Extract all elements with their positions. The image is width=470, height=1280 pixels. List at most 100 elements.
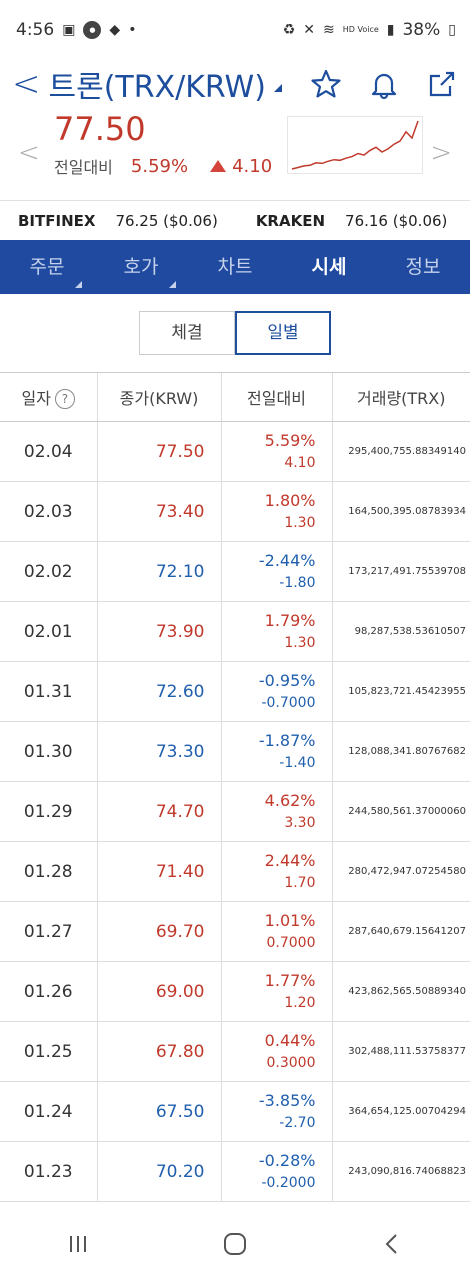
help-icon[interactable]: ?: [54, 389, 75, 409]
row-date: 01.25: [0, 1021, 97, 1082]
main-tabs: 주문 호가 차트 시세 정보: [0, 240, 470, 294]
row-change: 1.79% 1.30: [220, 601, 332, 662]
more-notifications-icon: •: [128, 22, 137, 38]
system-back-icon[interactable]: [378, 1230, 406, 1258]
tab-label: 정보: [405, 256, 441, 278]
row-change-amount: 1.70: [284, 874, 316, 891]
home-icon[interactable]: [221, 1230, 249, 1258]
row-close: 73.90: [96, 601, 221, 662]
header-volume: 거래량(TRX): [331, 372, 470, 422]
row-close: 67.50: [96, 1081, 221, 1142]
next-coin-chevron-icon[interactable]: >: [430, 138, 452, 168]
price-sparkline[interactable]: [287, 116, 423, 174]
segment-trades[interactable]: 체결: [139, 311, 235, 355]
row-volume: 164,500,395.08783934: [331, 481, 470, 542]
row-volume: 287,640,679.15641207: [331, 901, 470, 962]
segment-control: 체결 일별: [0, 294, 470, 372]
row-close: 70.20: [96, 1141, 221, 1202]
row-change-percent: 5.59%: [264, 430, 316, 450]
tab-chart[interactable]: 차트: [188, 240, 282, 294]
tab-orderbook[interactable]: 호가: [94, 240, 188, 294]
table-row[interactable]: 01.28 71.40 2.44% 1.70 280,472,947.07254580: [0, 841, 470, 902]
table-row[interactable]: 01.24 67.50 -3.85% -2.70 364,654,125.0070429…: [0, 1081, 470, 1142]
tab-label: 호가: [123, 256, 159, 278]
row-change: 1.01% 0.7000: [220, 901, 332, 962]
title-dropdown-caret-icon[interactable]: [273, 84, 282, 92]
row-change-percent: 0.44%: [264, 1030, 316, 1050]
app-notification-icon: ●: [83, 21, 102, 39]
row-date: 01.28: [0, 841, 97, 902]
row-change: 5.59% 4.10: [220, 421, 332, 482]
header-change: 전일대비: [220, 372, 332, 422]
share-icon[interactable]: [426, 68, 458, 100]
row-date: 02.02: [0, 541, 97, 602]
row-change-percent: -0.95%: [258, 670, 316, 690]
row-date: 01.24: [0, 1081, 97, 1142]
table-row[interactable]: 01.23 70.20 -0.28% -0.2000 243,090,816.74068…: [0, 1141, 470, 1202]
table-row[interactable]: 02.04 77.50 5.59% 4.10 295,400,755.88349140: [0, 421, 470, 482]
row-change-amount: -1.80: [279, 574, 316, 591]
table-row[interactable]: 02.01 73.90 1.79% 1.30 98,287,538.53610507: [0, 601, 470, 662]
recent-apps-icon[interactable]: [64, 1230, 92, 1258]
table-header-row: 일자? 종가(KRW) 전일대비 거래량(TRX): [0, 372, 470, 422]
table-row[interactable]: 02.02 72.10 -2.44% -1.80 173,217,491.7553970…: [0, 541, 470, 602]
row-change-percent: 1.01%: [264, 910, 316, 930]
system-nav-bar: [0, 1208, 470, 1280]
row-close: 74.70: [96, 781, 221, 842]
row-close: 77.50: [96, 421, 221, 482]
row-volume: 243,090,816.74068823: [331, 1141, 470, 1202]
star-icon[interactable]: [310, 68, 342, 100]
coin-title[interactable]: 트론(TRX/KRW): [48, 70, 266, 105]
table-row[interactable]: 01.25 67.80 0.44% 0.3000 302,488,111.5375837…: [0, 1021, 470, 1082]
row-change-percent: 1.80%: [264, 490, 316, 510]
network-label: HD Voice: [342, 25, 379, 34]
change-percent: 5.59%: [130, 155, 189, 177]
table-row[interactable]: 01.31 72.60 -0.95% -0.7000 105,823,721.45423…: [0, 661, 470, 722]
row-date: 02.04: [0, 421, 97, 482]
app-header: < 트론(TRX/KRW): [0, 60, 470, 108]
tab-order[interactable]: 주문: [0, 240, 94, 294]
row-close: 73.30: [96, 721, 221, 782]
daily-price-table: 일자? 종가(KRW) 전일대비 거래량(TRX) 02.04 77.50 5.59…: [0, 372, 470, 1202]
row-change: -2.44% -1.80: [220, 541, 332, 602]
sparkline-series: [291, 120, 419, 170]
row-change-amount: -0.7000: [261, 694, 316, 711]
table-row[interactable]: 02.03 73.40 1.80% 1.30 164,500,395.08783934: [0, 481, 470, 542]
bell-icon[interactable]: [368, 68, 400, 100]
row-volume: 105,823,721.45423955: [331, 661, 470, 722]
back-chevron-icon[interactable]: <: [12, 64, 41, 104]
row-change-percent: -3.85%: [258, 1090, 316, 1110]
row-change-percent: -0.28%: [258, 1150, 316, 1170]
recycle-icon: ♻: [282, 22, 296, 38]
row-change-amount: 0.7000: [266, 934, 316, 951]
tab-label: 시세: [311, 256, 347, 278]
row-change: -3.85% -2.70: [220, 1081, 332, 1142]
table-row[interactable]: 01.30 73.30 -1.87% -1.40 128,088,341.8076768…: [0, 721, 470, 782]
row-change-amount: 1.30: [284, 514, 316, 531]
table-row[interactable]: 01.26 69.00 1.77% 1.20 423,862,565.50889340: [0, 961, 470, 1022]
prev-coin-chevron-icon[interactable]: <: [18, 138, 40, 168]
row-change: -0.95% -0.7000: [220, 661, 332, 722]
row-change: 4.62% 3.30: [220, 781, 332, 842]
row-change-percent: 4.62%: [264, 790, 316, 810]
table-row[interactable]: 01.27 69.70 1.01% 0.7000 287,640,679.1564120…: [0, 901, 470, 962]
table-row[interactable]: 01.29 74.70 4.62% 3.30 244,580,561.37000060: [0, 781, 470, 842]
row-change-percent: 1.79%: [264, 610, 316, 630]
exchange-prices: BITFINEX 76.25 ($0.06) KRAKEN 76.16 ($0.…: [0, 200, 470, 240]
row-date: 01.29: [0, 781, 97, 842]
row-change-percent: 1.77%: [264, 970, 316, 990]
status-bar: 4:56 ▣ ● ◆ • ♻ ✕ ≋ HD Voice ▮ 38% ▯: [0, 0, 470, 60]
row-change-amount: 3.30: [284, 814, 316, 831]
segment-daily[interactable]: 일별: [235, 311, 331, 355]
row-close: 69.00: [96, 961, 221, 1022]
battery-icon: ▯: [448, 22, 456, 38]
row-change-amount: -0.2000: [261, 1174, 316, 1191]
row-close: 71.40: [96, 841, 221, 902]
row-volume: 364,654,125.00704294: [331, 1081, 470, 1142]
row-volume: 128,088,341.80767682: [331, 721, 470, 782]
wifi-icon: ≋: [323, 22, 335, 38]
header-date[interactable]: 일자?: [0, 372, 97, 422]
row-change-amount: 4.10: [284, 454, 316, 471]
tab-quotes[interactable]: 시세: [282, 240, 376, 294]
tab-info[interactable]: 정보: [376, 240, 470, 294]
